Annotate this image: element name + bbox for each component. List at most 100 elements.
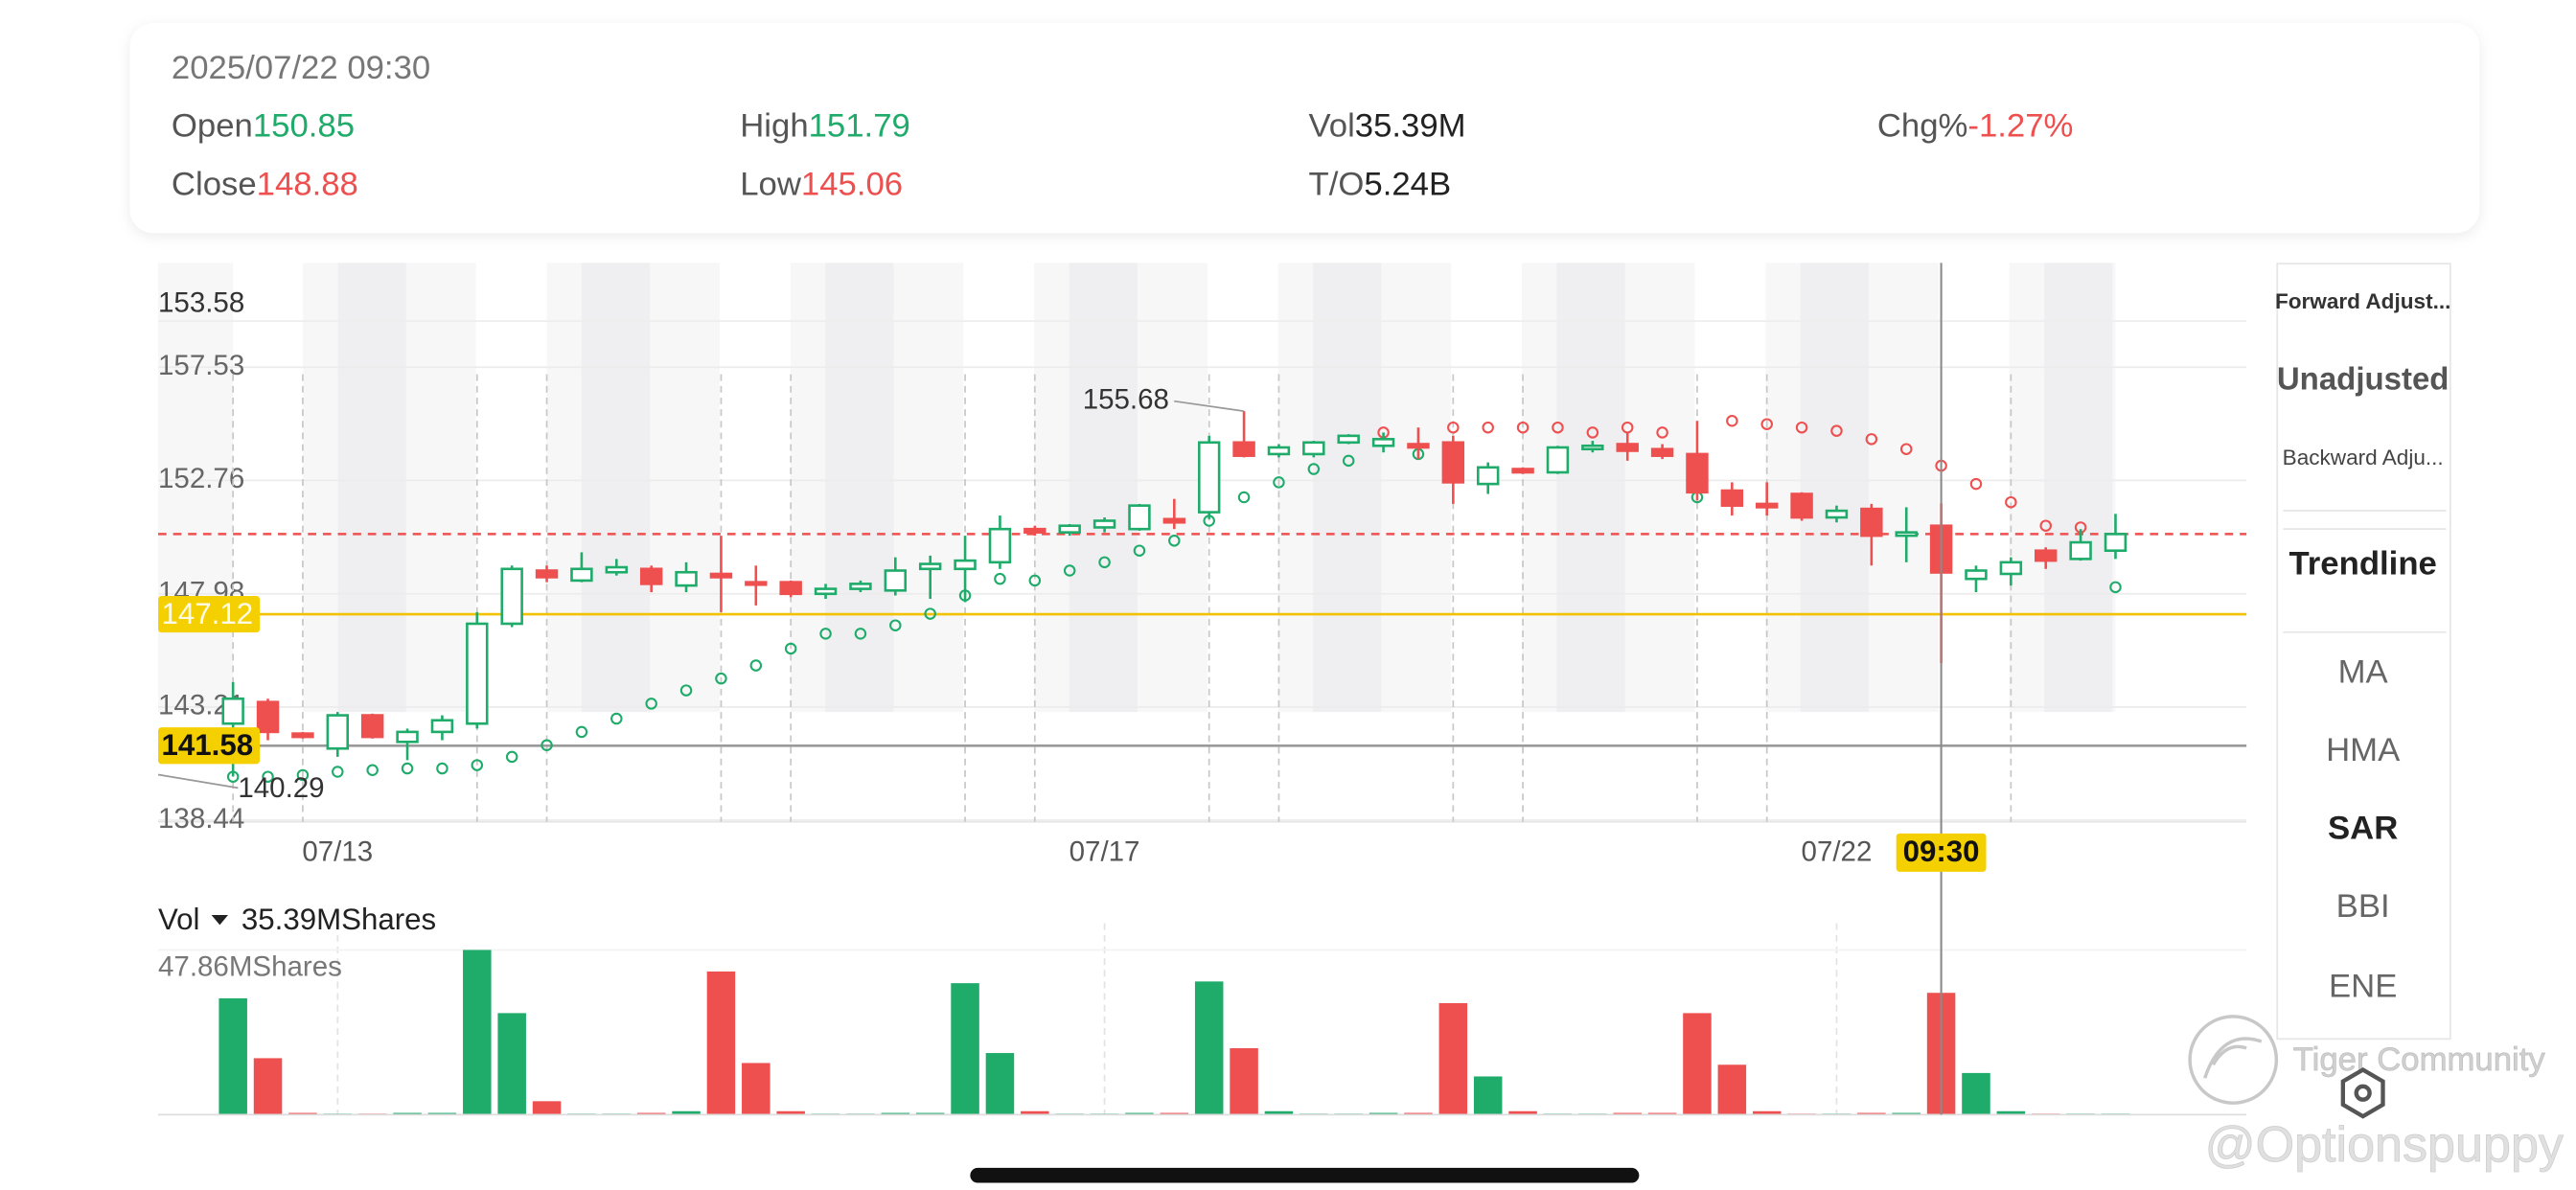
quote-field-value: 145.06 [801, 167, 903, 203]
candle-body [466, 622, 489, 725]
menu-item[interactable]: BBI [2336, 888, 2390, 925]
volume-bar [497, 1013, 526, 1115]
volume-bar [1647, 1112, 1677, 1115]
candle-body [1267, 446, 1291, 456]
sar-dot [889, 619, 902, 631]
sar-dot [1028, 574, 1042, 587]
candle-body [1371, 438, 1395, 447]
quote-field-value: -1.27% [1967, 108, 2073, 145]
menu-item[interactable]: Unadjusted [2277, 360, 2450, 396]
candle-body [954, 559, 977, 571]
volume-bar [218, 997, 247, 1115]
quote-field: High151.79 [740, 108, 910, 145]
x-tick-label: 07/17 [1070, 836, 1140, 868]
sar-dot [924, 607, 936, 620]
candle-body [1755, 502, 1779, 509]
quote-panel [129, 23, 2480, 234]
volume-dropdown[interactable] [211, 914, 228, 926]
quote-field-value: 151.79 [809, 108, 910, 145]
volume-bar [706, 971, 736, 1115]
menu-item[interactable]: Trendline [2289, 546, 2437, 583]
menu-item[interactable]: Forward Adjust... [2275, 289, 2450, 313]
volume-bar [1194, 981, 1224, 1115]
sar-dot [540, 739, 553, 752]
sar-dot [1237, 491, 1251, 504]
candle-body [360, 714, 384, 739]
volume-bar [1264, 1110, 1294, 1115]
volume-bar [881, 1112, 910, 1115]
quote-field: Vol35.39M [1309, 108, 1466, 145]
volume-bar [951, 983, 979, 1115]
sar-dot [332, 766, 344, 778]
sar-dot [505, 750, 518, 764]
candle-body [605, 565, 629, 574]
candle-body [1546, 446, 1570, 474]
quote-field: Low145.06 [740, 167, 903, 203]
session-shade [2044, 263, 2113, 713]
session-shade [825, 263, 894, 713]
sar-dot [2109, 581, 2122, 594]
candle-body [675, 570, 698, 587]
watermark-logo-mark [2203, 1037, 2263, 1079]
candle-body [745, 581, 768, 586]
menu-item[interactable]: MA [2338, 653, 2389, 690]
candle-body [849, 583, 872, 590]
session-shade [1313, 263, 1382, 713]
volume-bar [1892, 1112, 1920, 1115]
volume-bar [532, 1101, 562, 1115]
candle-body [1790, 492, 1813, 519]
session-shade [158, 263, 234, 713]
settings-icon[interactable] [2340, 1066, 2385, 1119]
candle-body [430, 719, 454, 734]
candle-body [884, 569, 908, 592]
volume-bar [672, 1110, 701, 1115]
quote-field: Close148.88 [172, 167, 358, 203]
candle-body [1302, 441, 1325, 456]
sar-dot [679, 684, 693, 697]
candle-body [500, 567, 523, 626]
candle-body [1686, 452, 1709, 494]
home-indicator [970, 1167, 1640, 1183]
sar-dot [366, 764, 379, 777]
quote-field-value: 150.85 [253, 108, 355, 145]
sar-dot [1273, 476, 1285, 489]
sar-dot [1795, 421, 1808, 434]
sar-dot [296, 768, 310, 782]
price-line-label: 147.12 [162, 597, 254, 630]
volume-bar [1683, 1013, 1712, 1115]
volume-title[interactable]: Vol [158, 903, 199, 936]
candle-body [221, 697, 244, 725]
sar-dot [1830, 424, 1843, 437]
sar-dot [749, 659, 763, 672]
sar-dot [1447, 421, 1460, 434]
sar-dot [2039, 519, 2052, 532]
menu-item[interactable]: SAR [2328, 811, 2398, 847]
candle-body [326, 714, 350, 750]
sar-dot [994, 572, 1006, 585]
sar-dot [1656, 426, 1668, 439]
quote-field-label: Vol [1309, 108, 1355, 145]
quote-field: Open150.85 [172, 108, 355, 145]
sar-dot [1865, 433, 1878, 446]
menu-item[interactable]: ENE [2329, 969, 2397, 1005]
candle-body [1895, 531, 1918, 538]
menu-item[interactable]: Backward Adju... [2283, 446, 2444, 469]
quote-field-label: Chg% [1877, 108, 1968, 145]
candle-body [1860, 507, 1883, 538]
volume-bar [1717, 1064, 1747, 1115]
quote-field-label: Close [172, 167, 257, 203]
volume-bar [1962, 1072, 1990, 1115]
volume-bar [1368, 1112, 1398, 1115]
sar-dot [262, 770, 274, 783]
sar-dot [471, 759, 484, 771]
menu-item[interactable]: HMA [2326, 732, 2401, 768]
volume-bar [1752, 1110, 1782, 1115]
x-tick-label: 07/22 [1802, 836, 1873, 868]
session-shade [337, 263, 406, 713]
volume-bar [1613, 1112, 1642, 1115]
quote-field-value: 35.39M [1355, 108, 1466, 145]
candle-body [1825, 509, 1849, 519]
volume-bar [985, 1053, 1015, 1115]
candle-body [1476, 466, 1500, 486]
volume-bar [393, 1112, 422, 1115]
